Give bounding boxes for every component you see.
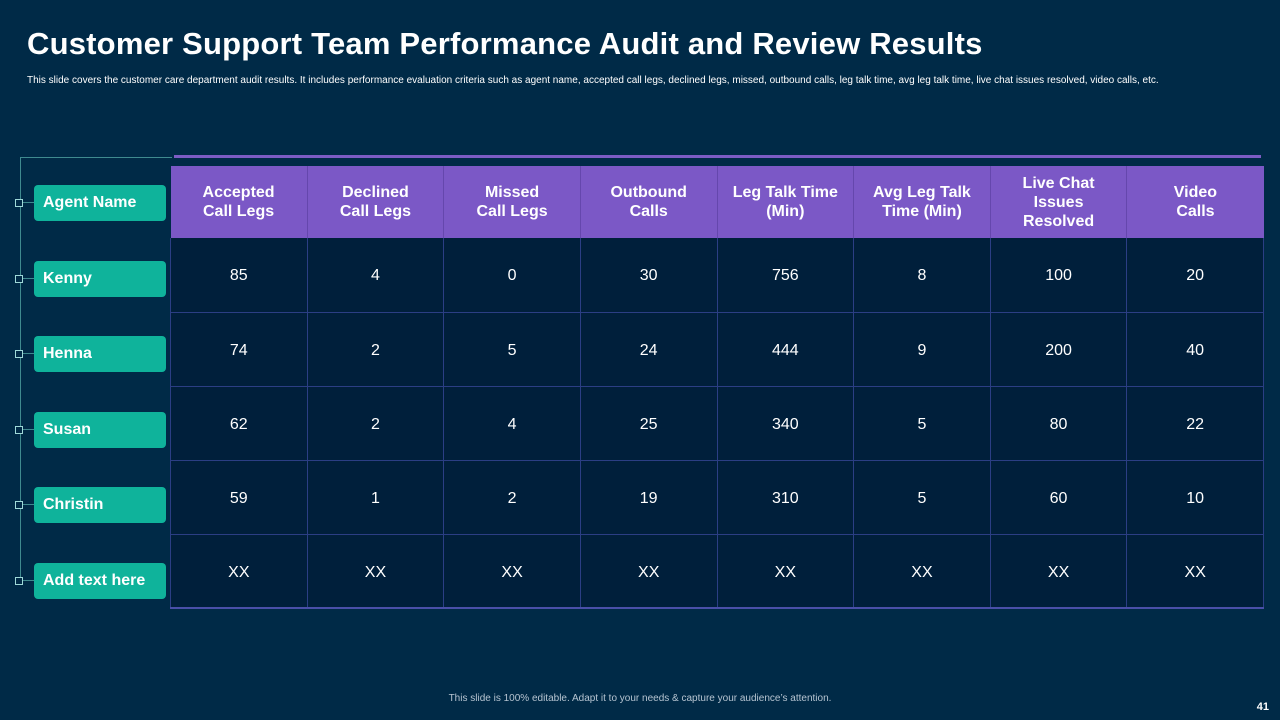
- column-header: Declined Call Legs: [307, 166, 445, 238]
- table-cell: XX: [307, 534, 445, 609]
- table-cell: XX: [170, 534, 308, 609]
- column-header: Video Calls: [1126, 166, 1264, 238]
- table-cell: 20: [1126, 238, 1264, 313]
- connector-vertical-line: [20, 158, 21, 584]
- table-cell: XX: [853, 534, 991, 609]
- table-row: 74 2 5 24 444 9 200 40: [170, 312, 1264, 387]
- table-cell: 5: [853, 460, 991, 535]
- agent-label[interactable]: Add text here: [34, 563, 166, 599]
- table-row: XX XX XX XX XX XX XX XX: [170, 534, 1264, 609]
- table-cell: 444: [717, 312, 855, 387]
- performance-table: Accepted Call Legs Declined Call Legs Miss…: [170, 166, 1264, 609]
- table-row: 59 1 2 19 310 5 60 10: [170, 460, 1264, 535]
- table-cell: 2: [443, 460, 581, 535]
- table-cell: 340: [717, 386, 855, 461]
- table-cell: XX: [580, 534, 718, 609]
- column-header: Accepted Call Legs: [170, 166, 308, 238]
- agent-row-henna: Henna: [15, 336, 175, 372]
- agent-row-susan: Susan: [15, 412, 175, 448]
- table-cell: 0: [443, 238, 581, 313]
- node-square-icon: [15, 199, 23, 207]
- column-header: Missed Call Legs: [443, 166, 581, 238]
- node-square-icon: [15, 426, 23, 434]
- agent-label[interactable]: Christin: [34, 487, 166, 523]
- table-cell: 4: [443, 386, 581, 461]
- table-cell: 2: [307, 386, 445, 461]
- table-cell: 22: [1126, 386, 1264, 461]
- table-cell: 19: [580, 460, 718, 535]
- table-cell: XX: [1126, 534, 1264, 609]
- connector-line: [23, 353, 34, 354]
- table-cell: 100: [990, 238, 1128, 313]
- node-square-icon: [15, 275, 23, 283]
- connector-line: [23, 202, 34, 203]
- table-cell: XX: [443, 534, 581, 609]
- table-cell: 30: [580, 238, 718, 313]
- table-cell: 80: [990, 386, 1128, 461]
- table-header-row: Accepted Call Legs Declined Call Legs Miss…: [170, 166, 1264, 238]
- slide-title: Customer Support Team Performance Audit …: [27, 26, 983, 61]
- column-header: Avg Leg Talk Time (Min): [853, 166, 991, 238]
- node-square-icon: [15, 501, 23, 509]
- connector-line: [23, 278, 34, 279]
- table-row: 62 2 4 25 340 5 80 22: [170, 386, 1264, 461]
- table-cell: 24: [580, 312, 718, 387]
- table-cell: 5: [853, 386, 991, 461]
- node-square-icon: [15, 577, 23, 585]
- table-cell: 10: [1126, 460, 1264, 535]
- node-square-icon: [15, 350, 23, 358]
- agent-row-christin: Christin: [15, 487, 175, 523]
- connector-line: [23, 580, 34, 581]
- slide-subtitle: This slide covers the customer care depa…: [27, 75, 1159, 86]
- agent-label[interactable]: Kenny: [34, 261, 166, 297]
- agent-row-add-text: Add text here: [15, 563, 175, 599]
- table-cell: 9: [853, 312, 991, 387]
- table-cell: 59: [170, 460, 308, 535]
- table-cell: 25: [580, 386, 718, 461]
- agent-row-kenny: Kenny: [15, 261, 175, 297]
- table-cell: 310: [717, 460, 855, 535]
- table-accent-bar: [174, 155, 1261, 158]
- agent-label[interactable]: Henna: [34, 336, 166, 372]
- table-cell: XX: [717, 534, 855, 609]
- connector-top-line: [20, 157, 172, 158]
- table-cell: 200: [990, 312, 1128, 387]
- column-header: Leg Talk Time (Min): [717, 166, 855, 238]
- agent-row-header: Agent Name: [15, 185, 175, 221]
- column-header: Live Chat Issues Resolved: [990, 166, 1128, 238]
- footer-note: This slide is 100% editable. Adapt it to…: [448, 693, 832, 704]
- table-cell: 60: [990, 460, 1128, 535]
- agent-name-label[interactable]: Agent Name: [34, 185, 166, 221]
- table-cell: 2: [307, 312, 445, 387]
- connector-line: [23, 429, 34, 430]
- table-cell: 62: [170, 386, 308, 461]
- table-cell: 5: [443, 312, 581, 387]
- table-cell: 1: [307, 460, 445, 535]
- table-cell: 74: [170, 312, 308, 387]
- column-header: Outbound Calls: [580, 166, 718, 238]
- table-cell: 4: [307, 238, 445, 313]
- table-cell: 8: [853, 238, 991, 313]
- table-cell: XX: [990, 534, 1128, 609]
- table-cell: 40: [1126, 312, 1264, 387]
- page-number: 41: [1256, 701, 1269, 713]
- agent-label[interactable]: Susan: [34, 412, 166, 448]
- table-cell: 85: [170, 238, 308, 313]
- table-row: 85 4 0 30 756 8 100 20: [170, 238, 1264, 313]
- connector-line: [23, 504, 34, 505]
- table-cell: 756: [717, 238, 855, 313]
